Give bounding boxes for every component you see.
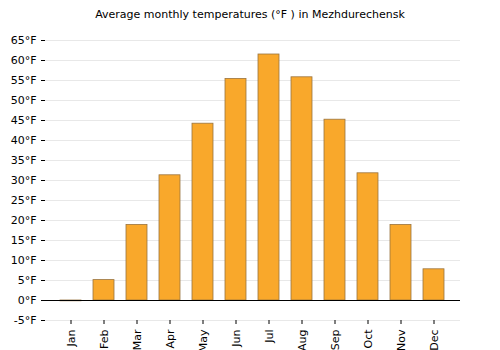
svg-text:35°F: 35°F: [11, 154, 37, 167]
svg-text:Apr: Apr: [164, 329, 177, 349]
svg-text:Nov: Nov: [395, 329, 408, 350]
svg-text:-5°F: -5°F: [14, 314, 37, 327]
svg-text:65°F: 65°F: [11, 34, 37, 47]
svg-text:45°F: 45°F: [11, 114, 37, 127]
svg-text:Aug: Aug: [296, 330, 309, 350]
svg-text:55°F: 55°F: [11, 74, 37, 87]
svg-text:25°F: 25°F: [11, 194, 37, 207]
svg-text:Dec: Dec: [428, 330, 441, 350]
svg-text:Feb: Feb: [98, 329, 111, 348]
html-text:Average monthly temperatures (: Average monthly temperatures (°F ) in Me…: [95, 8, 405, 21]
svg-text:Oct: Oct: [362, 329, 375, 349]
svg-text:20°F: 20°F: [11, 214, 37, 227]
svg-text:May: May: [197, 329, 210, 350]
svg-text:60°F: 60°F: [11, 54, 37, 67]
svg-text:40°F: 40°F: [11, 134, 37, 147]
svg-text:Mar: Mar: [131, 329, 144, 350]
svg-text:30°F: 30°F: [11, 174, 37, 187]
svg-text:10°F: 10°F: [11, 254, 37, 267]
svg-text:0°F: 0°F: [18, 294, 37, 307]
svg-text:5°F: 5°F: [18, 274, 37, 287]
svg-text:Jun: Jun: [230, 329, 243, 347]
svg-text:Jan: Jan: [65, 329, 78, 347]
svg-text:15°F: 15°F: [11, 234, 37, 247]
svg-text:50°F: 50°F: [11, 94, 37, 107]
svg-text:Jul: Jul: [263, 330, 276, 344]
svg-text:Sep: Sep: [329, 329, 342, 350]
